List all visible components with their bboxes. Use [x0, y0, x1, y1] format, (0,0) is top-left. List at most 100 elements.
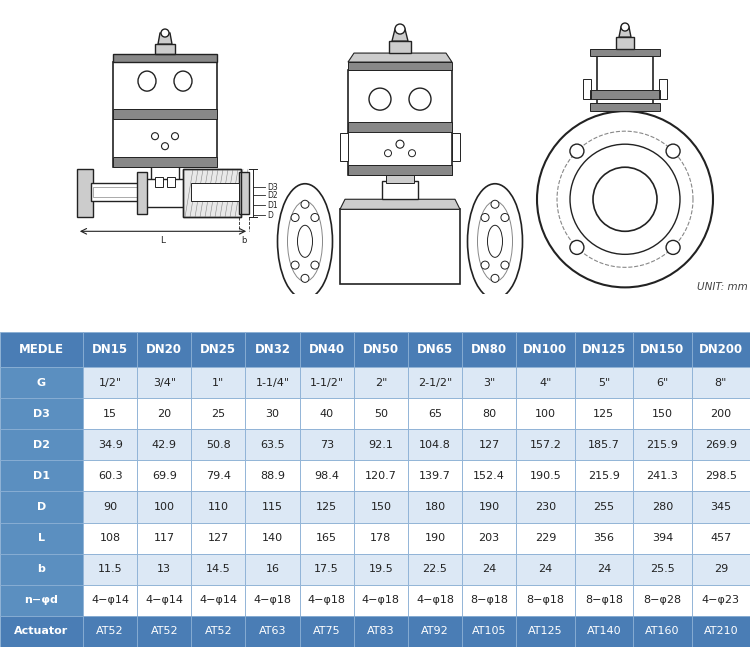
Bar: [354, 585, 408, 616]
Text: 4−φ14: 4−φ14: [146, 595, 183, 606]
Bar: [633, 460, 692, 492]
Text: 25: 25: [211, 409, 226, 419]
Bar: [137, 585, 191, 616]
Bar: [382, 181, 418, 199]
Text: 127: 127: [208, 533, 229, 543]
Text: AT210: AT210: [704, 626, 738, 637]
Bar: [516, 429, 574, 460]
Circle shape: [311, 214, 319, 221]
Bar: [516, 332, 574, 367]
Circle shape: [537, 111, 713, 287]
Bar: [633, 554, 692, 585]
Bar: [83, 492, 137, 523]
Text: AT160: AT160: [645, 626, 680, 637]
Bar: [590, 103, 660, 111]
Bar: [516, 523, 574, 554]
Bar: [633, 332, 692, 367]
Bar: [0, 554, 83, 585]
Bar: [245, 398, 300, 429]
Bar: [300, 429, 354, 460]
Text: DN125: DN125: [582, 343, 626, 356]
Text: AT52: AT52: [96, 626, 124, 637]
Bar: [300, 367, 354, 398]
Bar: [633, 429, 692, 460]
Bar: [83, 398, 137, 429]
Text: b: b: [38, 564, 46, 575]
Text: 4−φ18: 4−φ18: [254, 595, 292, 606]
Bar: [516, 492, 574, 523]
Bar: [155, 177, 163, 187]
Text: 4−φ23: 4−φ23: [702, 595, 740, 606]
Text: n−φd: n−φd: [25, 595, 58, 606]
Bar: [83, 332, 137, 367]
Bar: [239, 172, 249, 214]
Bar: [83, 616, 137, 647]
Bar: [516, 616, 574, 647]
Text: 29: 29: [714, 564, 728, 575]
Bar: [137, 398, 191, 429]
Text: D2: D2: [33, 440, 50, 450]
Text: DN80: DN80: [471, 343, 507, 356]
Bar: [245, 523, 300, 554]
Bar: [91, 183, 141, 201]
Bar: [245, 367, 300, 398]
Bar: [462, 585, 516, 616]
Bar: [692, 367, 750, 398]
Text: 8−φ18: 8−φ18: [470, 595, 509, 606]
Text: 110: 110: [208, 502, 229, 512]
Text: 255: 255: [593, 502, 614, 512]
Text: 3/4": 3/4": [153, 378, 176, 388]
Circle shape: [369, 88, 391, 110]
Circle shape: [396, 140, 404, 148]
Bar: [245, 585, 300, 616]
Bar: [516, 554, 574, 585]
Polygon shape: [392, 29, 408, 41]
Ellipse shape: [174, 71, 192, 91]
Bar: [83, 523, 137, 554]
Bar: [0, 523, 83, 554]
Bar: [348, 165, 452, 175]
Bar: [574, 554, 633, 585]
Text: 200: 200: [710, 409, 731, 419]
Bar: [408, 398, 462, 429]
Bar: [191, 492, 245, 523]
Text: 298.5: 298.5: [705, 471, 736, 481]
Bar: [113, 109, 217, 119]
Text: 108: 108: [100, 533, 121, 543]
Text: DN40: DN40: [309, 343, 345, 356]
Text: 178: 178: [370, 533, 392, 543]
Bar: [408, 585, 462, 616]
Text: 79.4: 79.4: [206, 471, 231, 481]
Text: 203: 203: [478, 533, 500, 543]
Text: 8−φ18: 8−φ18: [526, 595, 565, 606]
Text: 115: 115: [262, 502, 283, 512]
Text: 73: 73: [320, 440, 334, 450]
Bar: [191, 367, 245, 398]
Circle shape: [161, 29, 169, 37]
Text: 280: 280: [652, 502, 673, 512]
Bar: [462, 523, 516, 554]
Bar: [574, 429, 633, 460]
Text: 4": 4": [539, 378, 551, 388]
Bar: [616, 37, 634, 49]
Bar: [300, 398, 354, 429]
Bar: [583, 79, 591, 99]
Circle shape: [491, 201, 499, 208]
Circle shape: [409, 149, 416, 157]
Bar: [408, 616, 462, 647]
Bar: [354, 554, 408, 585]
Circle shape: [570, 144, 680, 254]
Bar: [574, 332, 633, 367]
Text: 20: 20: [158, 409, 171, 419]
Ellipse shape: [478, 201, 512, 281]
Circle shape: [481, 261, 489, 269]
Bar: [692, 492, 750, 523]
Text: Actuator: Actuator: [14, 626, 69, 637]
Text: DN200: DN200: [699, 343, 742, 356]
Bar: [348, 62, 452, 70]
Text: 104.8: 104.8: [419, 440, 451, 450]
Text: AT140: AT140: [586, 626, 621, 637]
Bar: [354, 398, 408, 429]
Bar: [0, 616, 83, 647]
Bar: [692, 332, 750, 367]
